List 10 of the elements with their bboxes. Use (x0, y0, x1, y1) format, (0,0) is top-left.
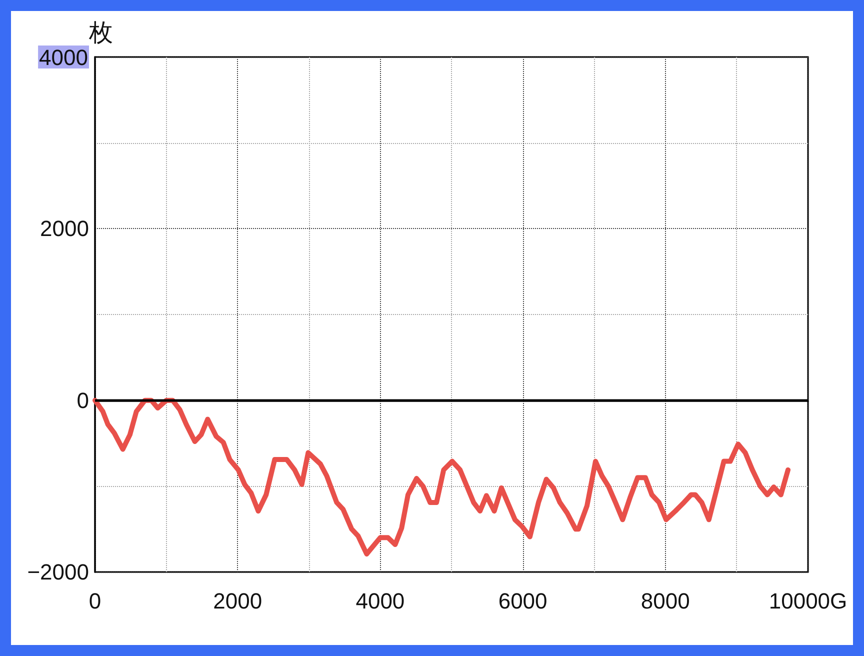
x-tick-label: 10000G (768, 588, 848, 614)
x-tick-label: 8000 (640, 588, 690, 614)
y-tick-label: −2000 (27, 560, 89, 584)
y-tick-label: 2000 (40, 216, 89, 242)
x-tick-label: 6000 (498, 588, 548, 614)
y-tick-label: 4000 (39, 45, 88, 70)
x-tick-label: 2000 (213, 588, 262, 614)
y-tick-label: 0 (76, 388, 89, 413)
y-axis-title: 枚 (88, 20, 113, 46)
x-tick-label: 4000 (356, 588, 405, 614)
